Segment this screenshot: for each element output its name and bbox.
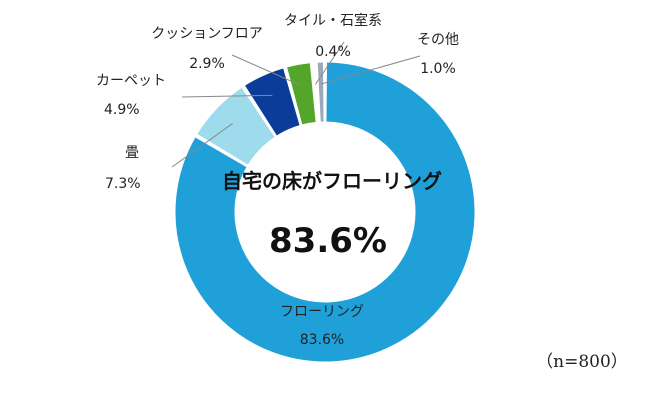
- slice-carpet: [243, 67, 301, 137]
- slice-cushion-floor: [285, 62, 317, 126]
- slice-value-flooring: 83.6%: [300, 332, 344, 348]
- donut-slices: [174, 61, 476, 363]
- slice-name-cushion-floor: クッションフロア: [151, 26, 263, 42]
- slice-value-tile: 0.4%: [315, 44, 351, 60]
- slice-name-tile: タイル・石室系: [284, 12, 382, 29]
- slice-name-tatami: 畳: [125, 145, 139, 161]
- slice-name-carpet: カーペット: [96, 73, 166, 89]
- slice-name-flooring: フローリング: [280, 304, 364, 320]
- leader-other: [320, 55, 421, 85]
- slice-tile: [312, 61, 319, 123]
- leader-carpet: [181, 94, 273, 98]
- slice-other: [316, 61, 325, 123]
- center-value: 83.6%: [269, 221, 387, 261]
- leader-tatami: [171, 123, 233, 168]
- slice-value-cushion-floor: 2.9%: [189, 56, 225, 72]
- slice-tatami: [196, 86, 276, 166]
- sample-size-note: （n=800）: [536, 352, 628, 372]
- leader-tile: [314, 41, 345, 85]
- leader-cushion-floor: [231, 54, 303, 87]
- slice-value-other: 1.0%: [420, 61, 456, 77]
- slice-value-carpet: 4.9%: [104, 102, 140, 118]
- slice-flooring: [174, 61, 476, 363]
- center-title: 自宅の床がフローリング: [222, 169, 442, 193]
- slice-name-other: その他: [417, 32, 459, 48]
- slice-value-tatami: 7.3%: [105, 176, 141, 192]
- leader-lines: [171, 41, 421, 168]
